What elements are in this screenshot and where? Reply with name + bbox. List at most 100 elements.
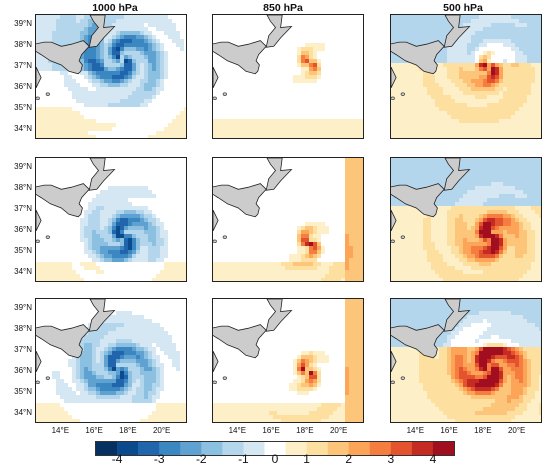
map-panel-r1-c1 <box>35 14 187 139</box>
map-panel-r1-c3 <box>390 14 542 139</box>
colorbar-swatch <box>243 442 265 455</box>
lat-tick-label: 34°N <box>14 266 32 276</box>
lon-tick-label: 16°E <box>85 426 103 435</box>
island <box>391 239 395 244</box>
tunisia-coast <box>391 66 397 89</box>
island <box>222 376 227 380</box>
lat-tick-label: 37°N <box>14 345 32 355</box>
sicily-landmass <box>36 324 90 359</box>
lat-tick-label: 37°N <box>14 204 32 214</box>
colorbar-tick-label: 3 <box>387 452 395 466</box>
lon-tick-label: 18°E <box>474 426 492 435</box>
colorbar-swatch <box>285 442 307 455</box>
calabria-landmass <box>88 15 116 48</box>
tunisia-coast <box>213 209 219 232</box>
lon-tick-label: 16°E <box>440 426 458 435</box>
island <box>45 376 50 380</box>
colorbar-swatch <box>264 442 286 455</box>
colorbar-swatch <box>369 442 392 455</box>
colorbar-tick-label: -2 <box>195 452 207 466</box>
colorbar-swatch <box>201 442 223 455</box>
calabria-landmass <box>88 299 116 332</box>
colorbar-tick-label: -4 <box>111 452 123 466</box>
lat-tick-label: 38°N <box>14 183 32 193</box>
map-panel-r3-c1 <box>35 298 187 423</box>
colorbar-swatch <box>390 442 413 455</box>
lon-tick-label: 18°E <box>296 426 314 435</box>
map-panel-r2-c1 <box>35 157 187 282</box>
colorbar-tick-label: 0 <box>271 452 279 466</box>
island <box>222 235 227 239</box>
colorbar-swatch <box>327 442 350 455</box>
map-panel-r3-c3 <box>390 298 542 423</box>
lon-tick-label: 14°E <box>228 426 247 435</box>
colorbar-tick-label: -3 <box>153 452 165 466</box>
sicily-landmass <box>391 183 445 218</box>
lat-tick-label: 34°N <box>14 407 32 417</box>
colorbar-swatch <box>306 442 328 455</box>
island <box>45 92 50 96</box>
island <box>36 96 40 101</box>
calabria-landmass <box>443 299 471 332</box>
lat-tick-label: 35°N <box>14 245 32 255</box>
island <box>213 380 217 385</box>
lon-tick-label: 20°E <box>329 426 348 435</box>
tunisia-coast <box>36 350 42 373</box>
island <box>222 92 227 96</box>
lat-tick-label: 36°N <box>14 224 32 234</box>
sicily-landmass <box>391 324 445 359</box>
colorbar-swatch <box>432 442 455 455</box>
calabria-landmass <box>265 15 293 48</box>
lat-tick-label: 38°N <box>14 324 32 334</box>
colorbar-tick-label: 1 <box>303 452 310 466</box>
lat-tick-label: 39°N <box>14 162 32 172</box>
tunisia-coast <box>391 350 397 373</box>
colorbar-swatch <box>96 442 118 455</box>
column-title-1000hpa: 1000 hPa <box>92 2 138 14</box>
lon-tick-label: 20°E <box>507 426 526 435</box>
lat-tick-label: 34°N <box>14 123 32 133</box>
tunisia-coast <box>36 66 42 89</box>
sicily-landmass <box>391 40 445 75</box>
lat-tick-label: 38°N <box>14 40 32 50</box>
map-panel-r2-c2 <box>212 157 364 282</box>
calabria-landmass <box>88 158 116 191</box>
column-title-500hpa: 500 hPa <box>443 2 483 14</box>
column-title-850hpa: 850 hPa <box>263 2 303 14</box>
lat-tick-label: 39°N <box>14 303 32 313</box>
island <box>36 380 40 385</box>
lon-tick-label: 14°E <box>51 426 70 435</box>
island <box>400 92 405 96</box>
colorbar-tick-label: 2 <box>345 452 353 466</box>
colorbar-swatches <box>96 442 455 455</box>
colorbar <box>95 441 455 456</box>
lon-tick-label: 14°E <box>406 426 425 435</box>
tunisia-coast <box>36 209 42 232</box>
lat-tick-label: 37°N <box>14 61 32 71</box>
calabria-landmass <box>265 158 293 191</box>
colorbar-swatch <box>348 442 371 455</box>
colorbar-tick-label: 4 <box>429 452 437 466</box>
sicily-landmass <box>36 40 90 75</box>
lon-tick-label: 16°E <box>262 426 280 435</box>
colorbar-swatch <box>411 442 434 455</box>
map-panel-r2-c3 <box>390 157 542 282</box>
calabria-landmass <box>443 15 471 48</box>
island <box>36 239 40 244</box>
island <box>400 235 405 239</box>
colorbar-swatch <box>159 442 181 455</box>
calabria-landmass <box>265 299 293 332</box>
colorbar-swatch <box>180 442 202 455</box>
tunisia-coast <box>213 350 219 373</box>
lat-tick-label: 35°N <box>14 102 32 112</box>
lat-tick-label: 39°N <box>14 19 32 29</box>
lon-tick-label: 20°E <box>152 426 171 435</box>
tunisia-coast <box>391 209 397 232</box>
colorbar-swatch <box>117 442 139 455</box>
lon-tick-label: 18°E <box>119 426 137 435</box>
island <box>391 380 395 385</box>
island <box>400 376 405 380</box>
island <box>213 239 217 244</box>
island <box>45 235 50 239</box>
sicily-landmass <box>213 324 267 359</box>
